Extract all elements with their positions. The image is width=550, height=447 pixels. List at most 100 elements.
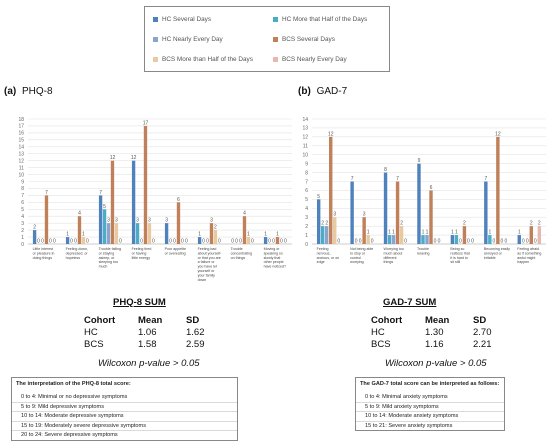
gad-interpretation-box: The GAD-7 total score can be interpreted…	[355, 377, 505, 432]
x-tick-label: depressed, or	[66, 251, 89, 255]
y-tick-label: 11	[19, 165, 24, 171]
x-tick-label: happen	[517, 260, 529, 264]
data-label: 0	[181, 239, 184, 245]
x-tick-label: things	[384, 260, 394, 264]
bar	[65, 237, 70, 244]
interp-row: 15 to 19: Moderately severe depressive s…	[12, 422, 237, 432]
data-label: 0	[272, 239, 275, 245]
x-tick-label: yourself or	[198, 269, 216, 273]
y-tick-label: 14	[18, 145, 24, 151]
data-label: 2	[214, 225, 217, 231]
x-tick-label: down	[198, 278, 207, 282]
bar	[110, 160, 115, 244]
bar	[362, 217, 366, 244]
y-tick-label: 3	[305, 215, 308, 221]
data-label: 12	[328, 131, 334, 137]
mean-cell: 1.30	[425, 327, 444, 338]
legend-swatch	[153, 57, 158, 62]
bar	[164, 223, 169, 244]
x-tick-label: asleep, or	[99, 256, 116, 260]
interp-title: The GAD-7 total score can be interpreted…	[360, 381, 500, 387]
bar	[77, 216, 82, 244]
data-label: 0	[169, 239, 172, 245]
x-tick-label: or having	[132, 251, 147, 255]
sd-cell: 1.62	[186, 327, 205, 338]
x-tick-label: Trouble	[231, 247, 243, 251]
x-tick-label: restless that	[450, 251, 469, 255]
bar	[147, 223, 152, 244]
legend-label: HC Several Days	[162, 16, 212, 23]
data-label: 12	[131, 155, 137, 161]
x-tick-label: little energy	[132, 256, 151, 260]
data-label: 0	[218, 239, 221, 245]
data-label: 0	[268, 239, 271, 245]
legend-swatch	[273, 17, 278, 22]
data-label: 12	[110, 155, 116, 161]
legend-label: HC Nearly Every Day	[162, 36, 223, 43]
sd-cell: 2.59	[186, 339, 205, 350]
interp-row: 10 to 14: Moderate depressive symptoms	[12, 412, 237, 422]
x-tick-label: Worrying too	[384, 247, 404, 251]
x-tick-label: Trouble falling	[99, 247, 121, 251]
interp-row: 5 to 9: Mild depressive symptoms	[12, 403, 237, 413]
interp-row: 20 to 24: Severe depressive symptoms	[21, 432, 118, 439]
data-label: 0	[284, 239, 287, 245]
data-label: 0	[70, 239, 73, 245]
data-label: 0	[467, 239, 470, 245]
bar	[421, 235, 425, 244]
legend-item-hc-several: HC Several Days	[153, 16, 211, 23]
data-label: 0	[504, 239, 507, 245]
data-label: 0	[185, 239, 188, 245]
x-tick-label: irritable	[484, 256, 496, 260]
data-label: 0	[235, 239, 238, 245]
data-label: 17	[143, 120, 149, 126]
data-label: 3	[210, 218, 213, 224]
y-tick-label: 0	[305, 242, 308, 248]
data-label: 0	[206, 239, 209, 245]
data-label: 1	[367, 230, 370, 236]
x-tick-label: have noticed?	[264, 265, 286, 269]
data-label: 0	[53, 239, 56, 245]
bar	[316, 199, 321, 244]
interp-title: The interpretation of the PHQ-8 total sc…	[16, 381, 131, 387]
x-tick-label: or staying	[99, 251, 115, 255]
data-label: 3	[148, 218, 151, 224]
data-label: 0	[355, 239, 358, 245]
x-tick-label: hopeless	[66, 256, 81, 260]
data-label: 1	[82, 232, 85, 238]
x-tick-label: Trouble	[417, 247, 429, 251]
bar	[114, 223, 119, 244]
gad-sum-title: GAD-7 SUM	[383, 297, 437, 308]
chart-legend: HC Several Days HC More that Half of the…	[144, 6, 390, 72]
bar	[387, 235, 392, 244]
x-tick-label: Little interest	[33, 247, 53, 251]
data-label: 1	[518, 230, 521, 236]
y-tick-label: 7	[305, 179, 308, 185]
sd-cell: 2.21	[473, 339, 492, 350]
y-tick-label: 5	[21, 207, 24, 213]
data-label: 8	[384, 167, 387, 173]
y-tick-label: 10	[302, 153, 308, 159]
bar	[529, 226, 533, 244]
x-tick-label: speaking so	[264, 251, 283, 255]
data-label: 0	[152, 239, 155, 245]
legend-swatch	[153, 17, 158, 22]
y-tick-label: 2	[21, 228, 24, 234]
data-label: 3	[115, 218, 118, 224]
table-row: BCS 1.16 2.21	[371, 339, 502, 351]
x-tick-label: Becoming easily	[484, 247, 510, 251]
bar	[213, 230, 218, 244]
panel-letter: (b)	[298, 86, 311, 97]
gad-sum-table: Cohort Mean SD HC 1.30 2.70 BCS 1.16 2.2…	[371, 315, 502, 351]
bar	[395, 181, 400, 244]
x-tick-label: you have let	[198, 265, 217, 269]
x-tick-label: about yourself-	[198, 251, 223, 255]
bar	[44, 195, 49, 244]
x-tick-label: relaxing	[417, 251, 430, 255]
data-label: 4	[243, 211, 246, 217]
data-label: 0	[173, 239, 176, 245]
legend-item-bcs-nearly-every: BCS Nearly Every Day	[273, 56, 347, 63]
phq-sum-title: PHQ-8 SUM	[113, 297, 166, 308]
x-tick-label: anxious, or on	[317, 256, 340, 260]
